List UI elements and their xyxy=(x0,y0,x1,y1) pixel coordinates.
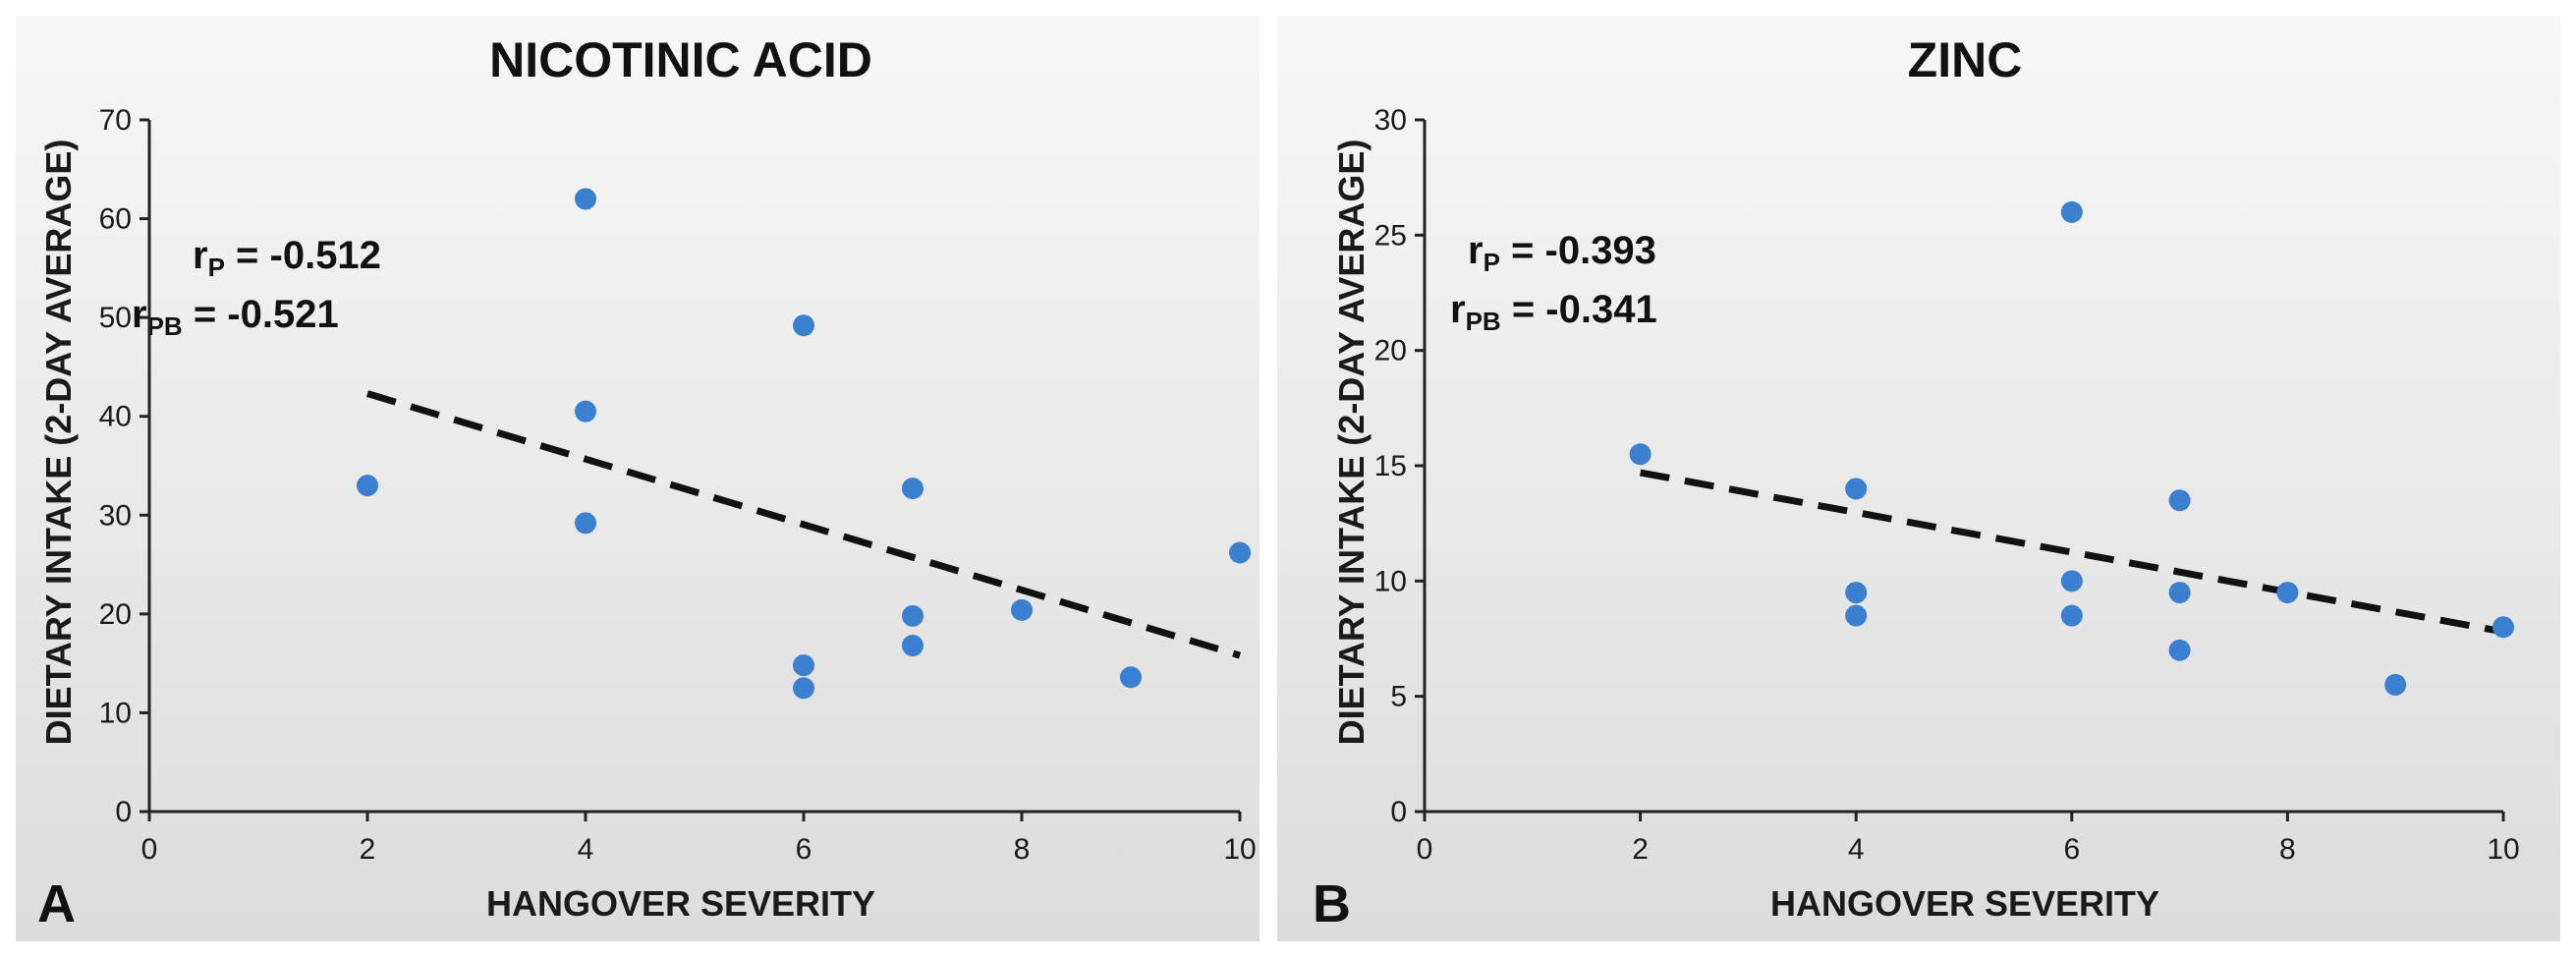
data-point xyxy=(902,604,924,627)
chart-title: NICOTINIC ACID xyxy=(489,32,872,87)
y-tick-label: 5 xyxy=(1390,681,1407,713)
y-axis-label: DIETARY INTAKE (2-DAY AVERAGE) xyxy=(38,140,79,746)
x-axis-label: HANGOVER SEVERITY xyxy=(1770,883,2159,924)
data-point xyxy=(2168,639,2191,661)
data-point xyxy=(1845,478,1868,500)
y-tick-label: 0 xyxy=(1390,796,1407,828)
plot-area: 0 10 20 30 40 50 60 70 0 2 4 6 8 10 xyxy=(99,104,1257,866)
y-tick-label: 20 xyxy=(99,598,132,631)
data-point xyxy=(1629,443,1652,466)
y-tick-label: 30 xyxy=(1374,104,1407,137)
data-point xyxy=(2276,582,2299,604)
y-tick-label: 10 xyxy=(1374,565,1407,597)
data-point xyxy=(1011,598,1033,621)
chart-background xyxy=(16,16,1260,941)
data-point xyxy=(2384,673,2407,696)
chart-panel-a: NICOTINIC ACID DIETARY INTAKE (2-DAY AVE… xyxy=(16,16,1260,941)
correlation-r-pb: rPB = -0.341 xyxy=(1450,288,1657,336)
x-axis-label: HANGOVER SEVERITY xyxy=(486,883,875,924)
y-tick-label: 25 xyxy=(1374,219,1407,252)
data-point xyxy=(2060,604,2083,627)
correlation-annotations: rP = -0.512 rPB = -0.521 xyxy=(132,234,381,341)
y-tick-label: 0 xyxy=(115,796,132,828)
data-point xyxy=(2492,616,2514,639)
x-tick-label: 6 xyxy=(2063,833,2080,866)
trend-line xyxy=(365,390,1242,659)
data-point xyxy=(793,314,814,337)
data-point xyxy=(1845,582,1868,604)
data-point xyxy=(575,188,596,210)
x-tick-label: 8 xyxy=(2279,833,2296,866)
y-tick-label: 60 xyxy=(99,203,132,236)
panel-label: A xyxy=(37,874,76,933)
y-tick-label: 10 xyxy=(99,697,132,729)
y-tick-label: 15 xyxy=(1374,450,1407,482)
data-point xyxy=(1845,604,1868,627)
y-tick-label: 50 xyxy=(99,302,132,334)
data-point xyxy=(575,512,596,535)
plot-area: 0 5 10 15 20 25 30 0 2 4 6 8 10 xyxy=(1374,104,2520,866)
chart-svg-b: ZINC DIETARY INTAKE (2-DAY AVERAGE) HANG… xyxy=(1277,16,2560,941)
y-tick-label: 20 xyxy=(1374,335,1407,367)
data-point xyxy=(2168,582,2191,604)
x-tick-label: 10 xyxy=(1223,833,1256,866)
x-tick-label: 4 xyxy=(1848,833,1865,866)
data-point xyxy=(2060,570,2083,592)
x-tick-label: 0 xyxy=(1417,833,1433,866)
data-point xyxy=(902,635,924,657)
correlation-r-pb: rPB = -0.521 xyxy=(132,293,339,341)
data-point xyxy=(1229,541,1251,564)
y-tick-label: 70 xyxy=(99,104,132,137)
x-tick-label: 4 xyxy=(578,833,594,866)
chart-background xyxy=(1277,16,2560,941)
x-tick-label: 2 xyxy=(1632,833,1649,866)
data-point xyxy=(902,478,924,500)
y-axis-label: DIETARY INTAKE (2-DAY AVERAGE) xyxy=(1331,140,1372,746)
data-point xyxy=(793,677,814,700)
x-tick-label: 10 xyxy=(2487,833,2519,866)
chart-svg-a: NICOTINIC ACID DIETARY INTAKE (2-DAY AVE… xyxy=(16,16,1260,941)
data-point xyxy=(1120,666,1142,689)
chart-panel-b: ZINC DIETARY INTAKE (2-DAY AVERAGE) HANG… xyxy=(1277,16,2560,941)
data-point xyxy=(793,654,814,677)
x-tick-label: 6 xyxy=(796,833,812,866)
data-point xyxy=(357,475,378,497)
correlation-r-p: rP = -0.393 xyxy=(1468,229,1656,277)
chart-title: ZINC xyxy=(1908,32,2023,87)
x-tick-label: 0 xyxy=(141,833,158,866)
x-tick-label: 2 xyxy=(360,833,376,866)
y-tick-label: 30 xyxy=(99,499,132,532)
correlation-r-p: rP = -0.512 xyxy=(193,234,381,282)
data-point xyxy=(2060,200,2083,223)
correlation-annotations: rP = -0.393 rPB = -0.341 xyxy=(1450,229,1657,336)
data-point xyxy=(2168,489,2191,512)
panel-label: B xyxy=(1313,874,1351,933)
y-tick-label: 40 xyxy=(99,401,132,433)
x-tick-label: 8 xyxy=(1014,833,1031,866)
data-point xyxy=(575,400,596,423)
trend-line xyxy=(1639,469,2504,636)
